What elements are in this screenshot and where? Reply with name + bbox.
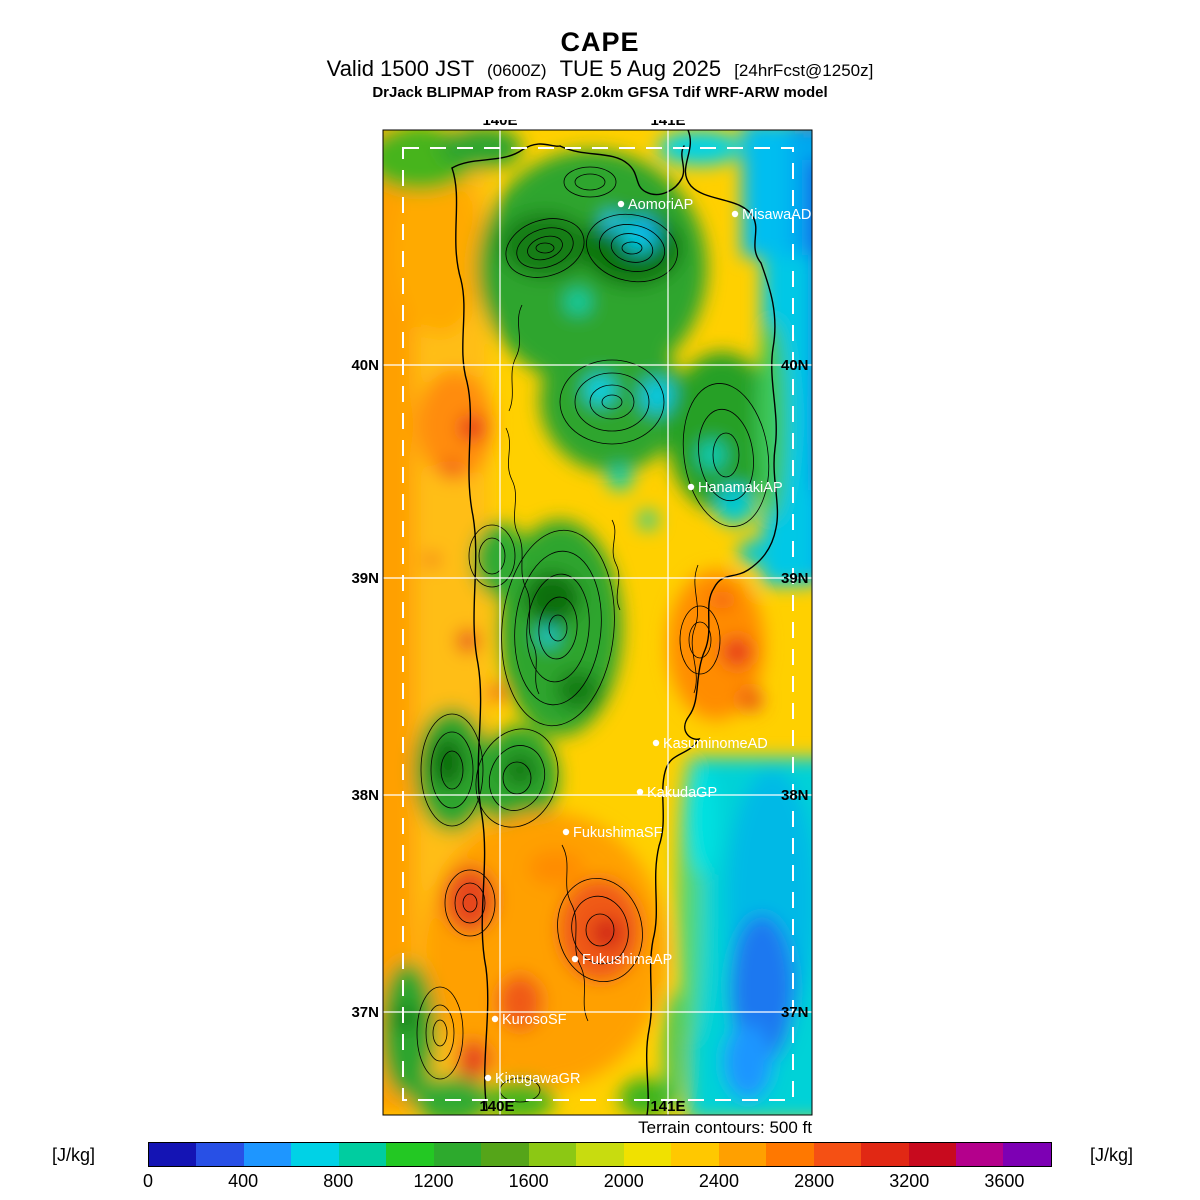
page-title: CAPE — [560, 27, 640, 57]
station-marker — [562, 828, 570, 836]
station-marker — [571, 955, 579, 963]
station-label: FukushimaSF — [573, 825, 663, 841]
lat-label-left: 40N — [351, 357, 379, 374]
terrain-contours-note: Terrain contours: 500 ft — [638, 1118, 812, 1137]
domain-boundary — [402, 147, 794, 1101]
station-label: MisawaAD — [742, 207, 811, 223]
lat-label-right: 40N — [781, 357, 809, 374]
station-marker — [491, 1015, 499, 1023]
map-border — [382, 129, 813, 1116]
lon-label-top: 140E — [482, 120, 517, 129]
lat-label-right: 39N — [781, 570, 809, 587]
colorbar-tick-label: 3600 — [984, 1171, 1025, 1191]
station-label: FukushimaAP — [582, 952, 672, 968]
lat-label-right: 37N — [781, 1004, 809, 1021]
colorbar-tick-label: 1600 — [508, 1171, 549, 1191]
terrain-contours — [416, 166, 770, 1103]
colorbar-segment — [481, 1143, 529, 1166]
colorbar-segment — [149, 1143, 197, 1166]
valid-date: TUE 5 Aug 2025 — [559, 56, 722, 81]
colorbar-segment — [813, 1143, 862, 1166]
cape-field — [383, 130, 812, 1115]
colorbar-segment — [1003, 1143, 1051, 1166]
colorbar-segment — [338, 1143, 387, 1166]
colorbar-segment — [718, 1143, 767, 1166]
graticule — [383, 130, 812, 1115]
forecast-cycle: [24hrFcst@1250z] — [734, 61, 874, 80]
lon-label-bottom: 141E — [650, 1098, 685, 1115]
colorbar-segment — [433, 1143, 482, 1166]
station-label: KasuminomeAD — [663, 736, 768, 752]
colorbar-tick-label: 1200 — [413, 1171, 454, 1191]
valid-time: Valid 1500 JST — [326, 56, 474, 81]
colorbar-unit-left: [J/kg] — [52, 1145, 96, 1165]
station-label: KinugawaGR — [495, 1071, 580, 1087]
colorbar-segment — [386, 1143, 434, 1166]
lat-label-left: 37N — [351, 1004, 379, 1021]
station-label: HanamakiAP — [698, 480, 783, 496]
colorbar-segment — [528, 1143, 577, 1166]
lat-label-left: 38N — [351, 787, 379, 804]
colorbar-segment — [908, 1143, 956, 1166]
grid-labels: 140E 141E 140E 141E 40N 39N 38N 37N 40N … — [351, 120, 808, 1115]
colorbar-tick-label: 800 — [323, 1171, 354, 1191]
station-marker — [617, 200, 625, 208]
colorbar-bar — [148, 1142, 1052, 1167]
stations: AomoriAP MisawaAD HanamakiAP KasuminomeA… — [484, 197, 811, 1087]
colorbar-segment — [196, 1143, 244, 1166]
valid-line: Valid 1500 JST (0600Z) TUE 5 Aug 2025 [2… — [0, 56, 1200, 82]
station-marker — [652, 739, 660, 747]
station-label: AomoriAP — [628, 197, 693, 213]
colorbar-segment — [291, 1143, 339, 1166]
colorbar-tick-label: 400 — [228, 1171, 259, 1191]
coastline — [451, 130, 779, 1115]
colorbar-unit-right: [J/kg] — [1090, 1145, 1134, 1165]
colorbar-tick-label: 0 — [142, 1171, 154, 1191]
lat-label-left: 39N — [351, 570, 379, 587]
station-label: KakudaGP — [647, 785, 717, 801]
colorbar-tick-label: 3200 — [889, 1171, 930, 1191]
model-line: DrJack BLIPMAP from RASP 2.0km GFSA Tdif… — [372, 84, 828, 101]
lon-label-bottom: 140E — [479, 1098, 514, 1115]
colorbar-segment — [243, 1143, 292, 1166]
colorbar-segment — [671, 1143, 719, 1166]
station-marker — [731, 210, 739, 218]
station-marker — [484, 1074, 492, 1082]
colorbar-segment — [766, 1143, 814, 1166]
station-marker — [636, 788, 644, 796]
station-label: KurosoSF — [502, 1012, 567, 1028]
colorbar-segment — [955, 1143, 1004, 1166]
cape-map: 140E 141E 140E 141E 40N 39N 38N 37N 40N … — [351, 120, 813, 1116]
colorbar-tick-label: 2800 — [794, 1171, 835, 1191]
colorbar-tick-label: 2400 — [698, 1171, 739, 1191]
colorbar-tick-label: 2000 — [603, 1171, 644, 1191]
lat-label-right: 38N — [781, 787, 809, 804]
colorbar-segment — [623, 1143, 672, 1166]
lon-label-top: 141E — [650, 120, 685, 129]
station-marker — [687, 483, 695, 491]
valid-utc: (0600Z) — [486, 61, 547, 80]
colorbar-segment — [576, 1143, 624, 1166]
colorbar-segment — [861, 1143, 909, 1166]
